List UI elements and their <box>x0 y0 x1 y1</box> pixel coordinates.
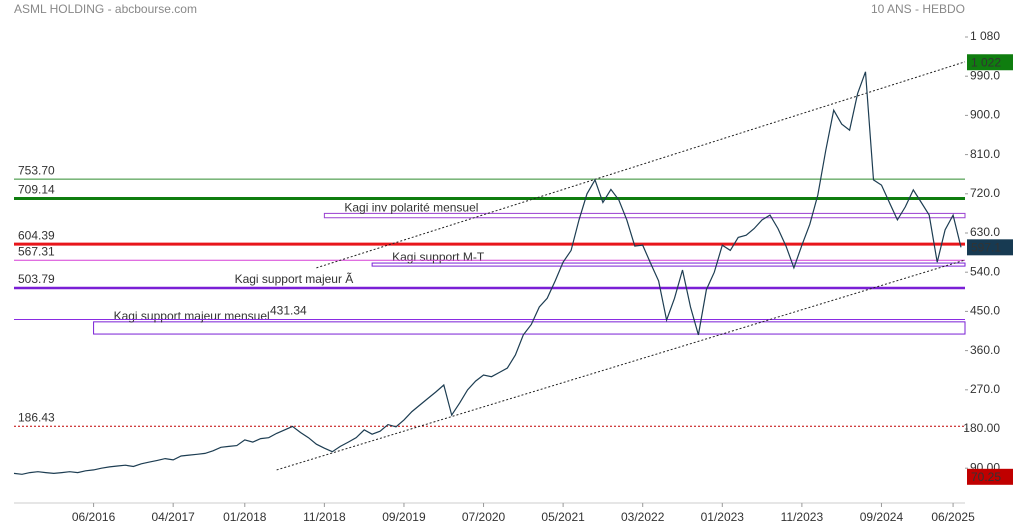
x-tick-label: 05/2021 <box>541 510 585 524</box>
y-tick-label: 360.0 <box>970 343 1000 357</box>
x-tick-label: 06/2016 <box>72 510 116 524</box>
x-tick-label: 11/2018 <box>303 510 346 524</box>
x-tick-label: 01/2023 <box>701 510 745 524</box>
x-tick-label: 04/2017 <box>151 510 195 524</box>
price-badge <box>967 239 1013 256</box>
y-tick-label: 720.0 <box>970 186 1000 200</box>
y-tick-label: 180.00 <box>963 421 1000 435</box>
y-tick-label: 810.0 <box>970 147 1000 161</box>
y-tick-label: 270.0 <box>970 382 1000 396</box>
kagi-zone-label: Kagi support M-T <box>392 250 485 264</box>
price-badge-label: 1 022 <box>971 55 1001 69</box>
x-tick-label: 09/2024 <box>860 510 904 524</box>
x-tick-label: 01/2018 <box>223 510 267 524</box>
level-label: 709.14 <box>18 183 55 197</box>
y-tick-label: 990.0 <box>970 68 1000 82</box>
kagi-zone <box>93 321 966 335</box>
level-label: 604.39 <box>18 228 55 242</box>
trend-channel <box>316 61 966 269</box>
x-tick-label: 11/2023 <box>781 510 824 524</box>
kagi-zone <box>371 262 966 267</box>
x-tick-label: 07/2020 <box>462 510 506 524</box>
price-badge <box>967 468 1013 485</box>
y-tick-label: 1 080 <box>970 29 1000 43</box>
price-badge-label: 597.1 <box>971 240 1001 254</box>
y-tick-label: 900.0 <box>970 108 1000 122</box>
chart-subtitle: 10 ANS - HEBDO <box>871 2 965 16</box>
price-badge-label: 70.25 <box>971 470 1001 484</box>
level-label: 431.34 <box>270 304 307 318</box>
level-label: 567.31 <box>18 244 55 258</box>
level-label: 186.43 <box>18 410 55 424</box>
y-tick-label: 630.0 <box>970 225 1000 239</box>
y-tick-label: 540.0 <box>970 264 1000 278</box>
price-badge <box>967 54 1013 71</box>
annotation: Kagi support majeur Ã <box>235 272 354 286</box>
x-tick-label: 03/2022 <box>621 510 665 524</box>
kagi-zone <box>323 212 966 219</box>
x-tick-label: 06/2025 <box>931 510 975 524</box>
kagi-zone-label: Kagi support majeur mensuel <box>114 309 270 323</box>
y-tick-label: 450.0 <box>970 304 1000 318</box>
kagi-zone-label: Kagi inv polarité mensuel <box>344 201 478 215</box>
trend-channel <box>276 259 966 471</box>
level-label: 503.79 <box>18 272 55 286</box>
x-tick-label: 09/2019 <box>382 510 426 524</box>
price-line <box>13 71 962 475</box>
chart-title: ASML HOLDING - abcbourse.com <box>14 2 197 16</box>
level-label: 753.70 <box>18 163 55 177</box>
